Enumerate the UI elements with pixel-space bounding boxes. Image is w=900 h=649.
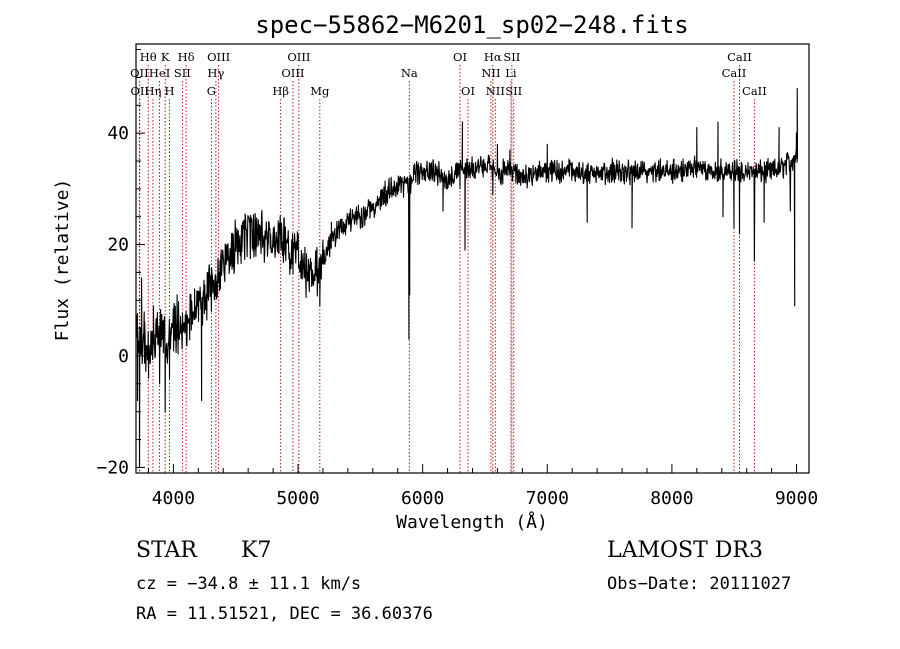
sky-coordinates: RA = 11.51521, DEC = 36.60376 xyxy=(136,604,433,624)
observation-date: Obs−Date: 20111027 xyxy=(607,574,792,594)
plot-frame xyxy=(135,43,810,474)
x-tick-label: 8000 xyxy=(650,488,693,509)
x-tick-label: 4000 xyxy=(152,488,195,509)
y-tick-label: 0 xyxy=(118,346,129,367)
spectral-line-label: OII xyxy=(130,84,149,98)
spectral-line-label: CaII xyxy=(742,84,767,98)
spectral-line-label: OII xyxy=(130,66,149,80)
redshift-velocity: cz = −34.8 ± 11.1 km/s xyxy=(136,574,362,594)
spectral-line-labels: HθOIIOIIHηHeIKHSIIHδGHγOIIIHβOIIIOIIIMgN… xyxy=(130,50,767,98)
spectral-line-label: NII xyxy=(481,66,500,80)
x-tick-label: 5000 xyxy=(276,488,319,509)
y-tick-label: −20 xyxy=(96,457,129,478)
y-tick-label: 40 xyxy=(107,123,129,144)
spectral-line-label: OIII xyxy=(207,50,230,64)
spectral-line-label: CaII xyxy=(727,50,752,64)
spectral-line-label: Hα xyxy=(484,50,502,64)
spectral-line-label: SII xyxy=(174,66,191,80)
spectral-line-label: HeI xyxy=(149,66,170,80)
spectral-line-label: Hη xyxy=(144,84,161,98)
x-axis-label: Wavelength (Å) xyxy=(396,511,548,533)
spectral-line-label: OI xyxy=(461,84,475,98)
spectral-line-label: OIII xyxy=(287,50,310,64)
survey-name: LAMOST DR3 xyxy=(607,538,763,563)
spectral-line-label: SII xyxy=(503,50,520,64)
spectral-line-label: G xyxy=(207,84,216,98)
x-tick-label: 6000 xyxy=(401,488,444,509)
object-class: STAR xyxy=(136,538,197,563)
axis-ticks: 4000 5000 6000 7000 8000 9000 −20 0 20 40 xyxy=(96,49,818,509)
x-tick-label: 7000 xyxy=(526,488,569,509)
spectral-line-label: Mg xyxy=(310,84,330,98)
spectral-line-label: Na xyxy=(401,66,418,80)
chart-title: spec−55862−M6201_sp02−248.fits xyxy=(255,11,688,39)
spectrum-series-line xyxy=(135,88,799,468)
y-tick-label: 20 xyxy=(107,235,129,256)
spectral-line-label: K xyxy=(161,50,170,64)
x-tick-label: 9000 xyxy=(775,488,818,509)
spectral-line-label: CaII xyxy=(722,66,747,80)
spectral-line-label: Hγ xyxy=(207,66,224,80)
spectral-line-label: OI xyxy=(453,50,467,64)
spectral-line-label: NII xyxy=(486,84,505,98)
spectral-line-label: Hδ xyxy=(178,50,195,64)
spectral-line-label: H xyxy=(165,84,175,98)
object-subclass: K7 xyxy=(241,538,272,563)
spectral-line-label: Li xyxy=(505,66,517,80)
spectral-line-label: Hθ xyxy=(140,50,157,64)
y-axis-label: Flux (relative) xyxy=(52,179,73,342)
spectral-line-label: SII xyxy=(505,84,522,98)
spectral-line-label: Hβ xyxy=(272,84,289,98)
spectral-line-label: OIII xyxy=(281,66,304,80)
